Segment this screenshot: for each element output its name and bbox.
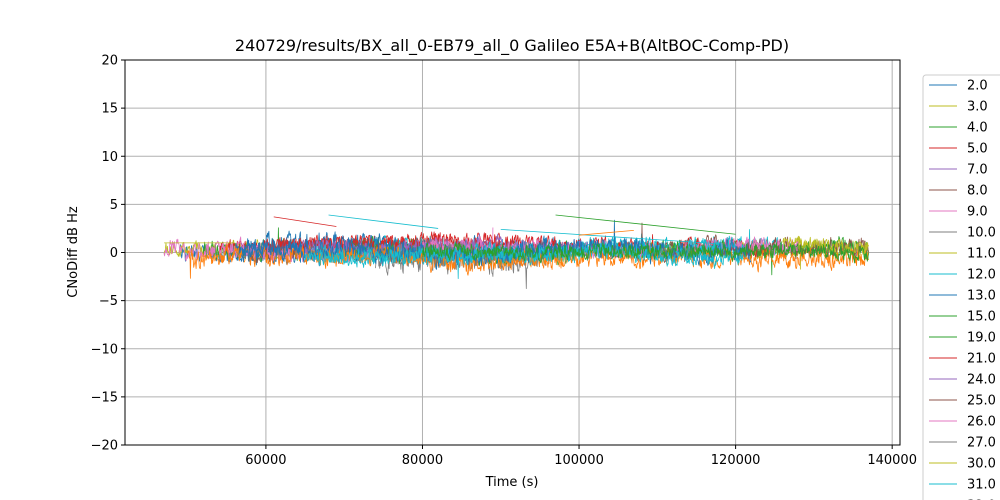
legend-label: 9.0 xyxy=(967,205,988,220)
legend-item: 3.0 xyxy=(929,100,988,115)
legend-label: 3.0 xyxy=(967,100,988,115)
connector-line xyxy=(555,214,736,235)
legend-label: 8.0 xyxy=(967,184,988,199)
x-tick-label: 100000 xyxy=(554,453,604,468)
legend-label: 12.0 xyxy=(967,268,996,283)
legend-label: 2.0 xyxy=(967,79,988,94)
legend-label: 25.0 xyxy=(967,394,996,409)
legend-item: 7.0 xyxy=(929,163,988,178)
legend-item: 12.0 xyxy=(929,268,996,283)
chart-title: 240729/results/BX_all_0-EB79_all_0 Galil… xyxy=(235,36,789,56)
connector-line xyxy=(328,214,439,229)
legend-label: 13.0 xyxy=(967,289,996,304)
legend-label: 27.0 xyxy=(967,436,996,451)
data-series-layer xyxy=(163,214,870,290)
y-tick-label: −20 xyxy=(91,439,118,454)
legend-item: 24.0 xyxy=(929,373,996,388)
y-tick-label: 5 xyxy=(110,198,118,213)
legend-item: 5.0 xyxy=(929,142,988,157)
legend-label: 5.0 xyxy=(967,142,988,157)
y-tick-label: 0 xyxy=(110,246,118,261)
y-axis-label: CNoDiff dB Hz xyxy=(66,206,81,298)
x-tick-label: 140000 xyxy=(867,453,917,468)
legend: 2.0 3.0 4.0 5.0 7.0 8.0 9.0 10.0 11.0 12.0 13.0 15.… xyxy=(922,74,1000,500)
y-axis: −20 −15 −10 −5 0 5 10 15 20 xyxy=(91,54,125,454)
y-tick-label: 15 xyxy=(101,102,118,117)
x-axis: 60000 80000 100000 120000 140000 xyxy=(245,445,917,468)
legend-label: 19.0 xyxy=(967,331,996,346)
legend-label: 26.0 xyxy=(967,415,996,430)
series-line-overlay-3 xyxy=(422,241,870,264)
connector-line xyxy=(579,229,634,236)
legend-item: 25.0 xyxy=(929,394,996,409)
legend-item: 11.0 xyxy=(929,247,996,262)
legend-item: 8.0 xyxy=(929,184,988,199)
legend-label: 24.0 xyxy=(967,373,996,388)
x-tick-label: 60000 xyxy=(245,453,286,468)
legend-item: 9.0 xyxy=(929,205,988,220)
legend-item: 10.0 xyxy=(929,226,996,241)
connector-line xyxy=(273,216,337,227)
x-tick-label: 80000 xyxy=(402,453,443,468)
series-line-30.0 xyxy=(782,235,869,256)
connector-line xyxy=(500,229,720,245)
legend-label: 11.0 xyxy=(967,247,996,262)
legend-label: 32.0 xyxy=(967,499,996,500)
x-tick-label: 120000 xyxy=(711,453,761,468)
legend-item: 31.0 xyxy=(929,478,996,493)
y-tick-label: 20 xyxy=(101,54,118,69)
legend-item: 19.0 xyxy=(929,331,996,346)
y-tick-label: −10 xyxy=(91,342,118,357)
legend-item: 21.0 xyxy=(929,352,996,367)
legend-item: 15.0 xyxy=(929,310,996,325)
legend-item: 26.0 xyxy=(929,415,996,430)
legend-item: 32.0 xyxy=(967,499,996,500)
legend-item: 2.0 xyxy=(929,79,988,94)
legend-label: 4.0 xyxy=(967,121,988,136)
legend-item: 4.0 xyxy=(929,121,988,136)
legend-label: 21.0 xyxy=(967,352,996,367)
y-tick-label: −5 xyxy=(99,294,118,309)
legend-item: 27.0 xyxy=(929,436,996,451)
legend-item: 13.0 xyxy=(929,289,996,304)
legend-label: 10.0 xyxy=(967,226,996,241)
y-tick-label: −15 xyxy=(91,390,118,405)
legend-label: 30.0 xyxy=(967,457,996,472)
legend-label: 31.0 xyxy=(967,478,996,493)
legend-item: 30.0 xyxy=(929,457,996,472)
series-line-overlay-2 xyxy=(304,242,744,280)
legend-label: 15.0 xyxy=(967,310,996,325)
legend-box xyxy=(922,74,1000,500)
legend-label: 7.0 xyxy=(967,163,988,178)
x-axis-label: Time (s) xyxy=(485,475,539,490)
y-tick-label: 10 xyxy=(101,150,118,165)
